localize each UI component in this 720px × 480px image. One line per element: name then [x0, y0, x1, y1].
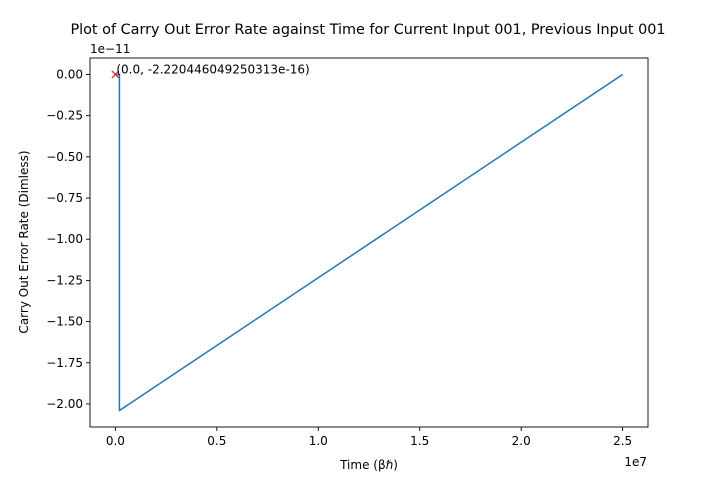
chart-title: Plot of Carry Out Error Rate against Tim…: [70, 22, 665, 38]
y-axis-label: Carry Out Error Rate (Dimless): [17, 150, 31, 333]
y-tick-label: −0.50: [46, 150, 83, 164]
y-tick-label: −1.75: [46, 356, 83, 370]
y-tick-label: −2.00: [46, 397, 83, 411]
y-tick-label: −1.50: [46, 315, 83, 329]
x-tick-label: 1.5: [410, 434, 429, 448]
y-axis-offset-text: 1e−11: [90, 42, 130, 56]
y-tick-label: −1.00: [46, 232, 83, 246]
series-line: [115, 73, 624, 412]
x-axis-offset-text: 1e7: [624, 455, 647, 469]
x-tick-label: 2.0: [512, 434, 531, 448]
y-tick-label: −1.25: [46, 273, 83, 287]
point-marker: [111, 70, 120, 79]
y-axis-ticks: 0.00 −0.25 −0.50 −0.75 −1.00 −1.25 −1.50 −1.75 −…: [46, 67, 90, 411]
x-tick-label: 2.5: [613, 434, 632, 448]
x-tick-label: 0.5: [207, 434, 226, 448]
series-layer: (0.0, -2.220446049250313e-16): [111, 62, 624, 412]
x-axis-label: Time (βℏ): [339, 458, 398, 472]
x-axis-ticks: 0.0 0.5 1.0 1.5 2.0 2.5: [106, 427, 632, 448]
x-tick-label: 1.0: [309, 434, 328, 448]
point-annotation: (0.0, -2.220446049250313e-16): [116, 62, 309, 76]
x-tick-label: 0.0: [106, 434, 125, 448]
y-tick-label: −0.75: [46, 191, 83, 205]
axes-frame: [89, 57, 649, 428]
y-tick-label: 0.00: [56, 67, 83, 81]
y-tick-label: −0.25: [46, 109, 83, 123]
